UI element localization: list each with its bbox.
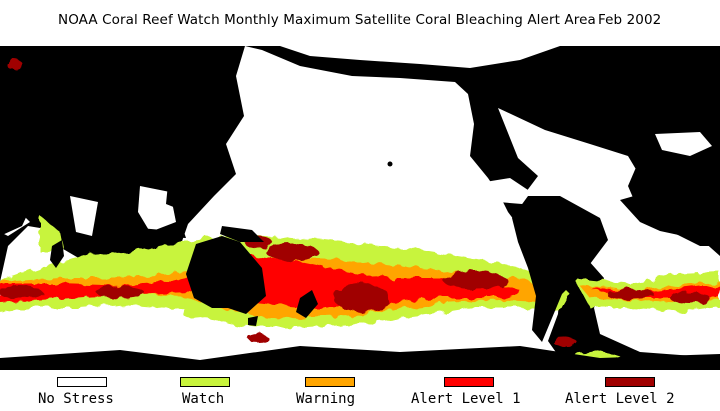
legend-label-watch: Watch (182, 391, 225, 407)
legend-label-alert-level-1: Alert Level 1 (411, 391, 521, 407)
title-text: NOAA Coral Reef Watch Monthly Maximum Sa… (58, 12, 596, 28)
legend-label-alert-level-2: Alert Level 2 (565, 391, 675, 407)
legend-swatch-warning (305, 377, 355, 387)
legend-swatch-alert-level-1 (444, 377, 494, 387)
title-date: Feb 2002 (598, 12, 662, 28)
legend-swatch-alert-level-2 (605, 377, 655, 387)
map-title: NOAA Coral Reef Watch Monthly Maximum Sa… (0, 12, 720, 32)
legend-label-warning: Warning (296, 391, 356, 407)
legend-swatch-no-stress (57, 377, 107, 387)
legend: No Stress Watch Warning Alert Level 1 Al… (0, 374, 720, 411)
world-map (0, 46, 720, 370)
alert-level-2-areas (0, 59, 710, 346)
legend-swatch-watch (180, 377, 230, 387)
continents (0, 46, 720, 370)
legend-label-no-stress: No Stress (38, 391, 114, 407)
